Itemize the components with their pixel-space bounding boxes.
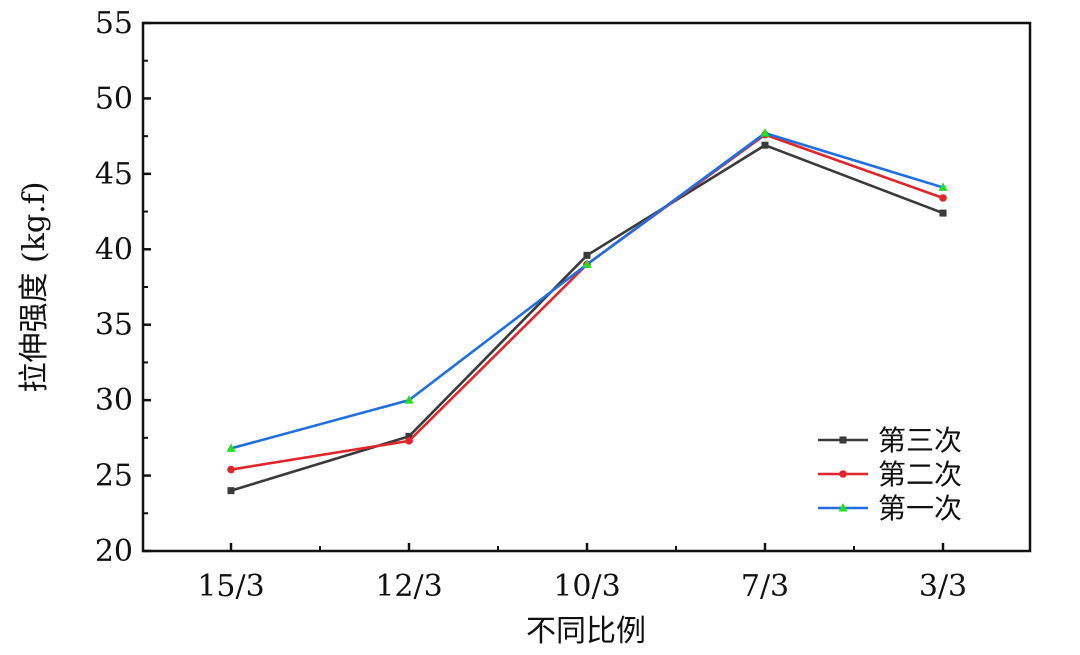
y-tick-label: 35 [95,308,133,343]
x-tick-label: 12/3 [375,569,442,604]
x-tick-label: 7/3 [741,569,789,604]
legend-label: 第一次 [878,492,962,525]
x-tick-label: 15/3 [197,569,264,604]
data-point [760,128,770,137]
legend-item: 第一次 [818,492,962,525]
legend-marker [838,503,848,512]
series-1 [227,141,947,495]
legend-label: 第三次 [878,424,962,457]
y-tick-label: 30 [95,383,133,418]
data-point [583,251,591,259]
y-tick-label: 20 [95,534,133,569]
legend-marker [839,470,847,478]
series-line [230,131,944,450]
y-axis-title: 拉伸强度 (kg.f) [17,182,52,393]
data-point [939,194,947,202]
data-point [227,465,235,474]
series-2 [227,130,947,474]
data-point [227,487,235,495]
legend-label: 第二次 [878,458,962,491]
y-tick-label: 55 [95,6,133,41]
y-tick-label: 50 [95,81,133,116]
series-group [226,128,948,495]
axes: 20 25 30 35 40 45 50 55 15/3 12/3 10/3 7/3 3/3 [95,6,967,604]
legend-marker [839,436,847,444]
x-tick-label: 3/3 [919,569,967,604]
data-point [404,395,414,404]
legend-item: 第二次 [818,458,962,491]
x-tick-label: 10/3 [553,569,620,604]
data-point [405,432,413,440]
legend-item: 第三次 [818,424,962,457]
data-point [939,209,947,217]
series-3 [226,128,948,452]
x-axis-title: 不同比例 [526,614,646,649]
data-point [938,182,948,191]
y-tick-label: 40 [95,232,133,267]
y-tick-label: 45 [95,157,133,192]
data-point [582,259,592,268]
data-point [761,141,769,149]
data-point [226,443,236,452]
data-point [405,437,413,445]
y-tick-label: 25 [95,459,133,494]
